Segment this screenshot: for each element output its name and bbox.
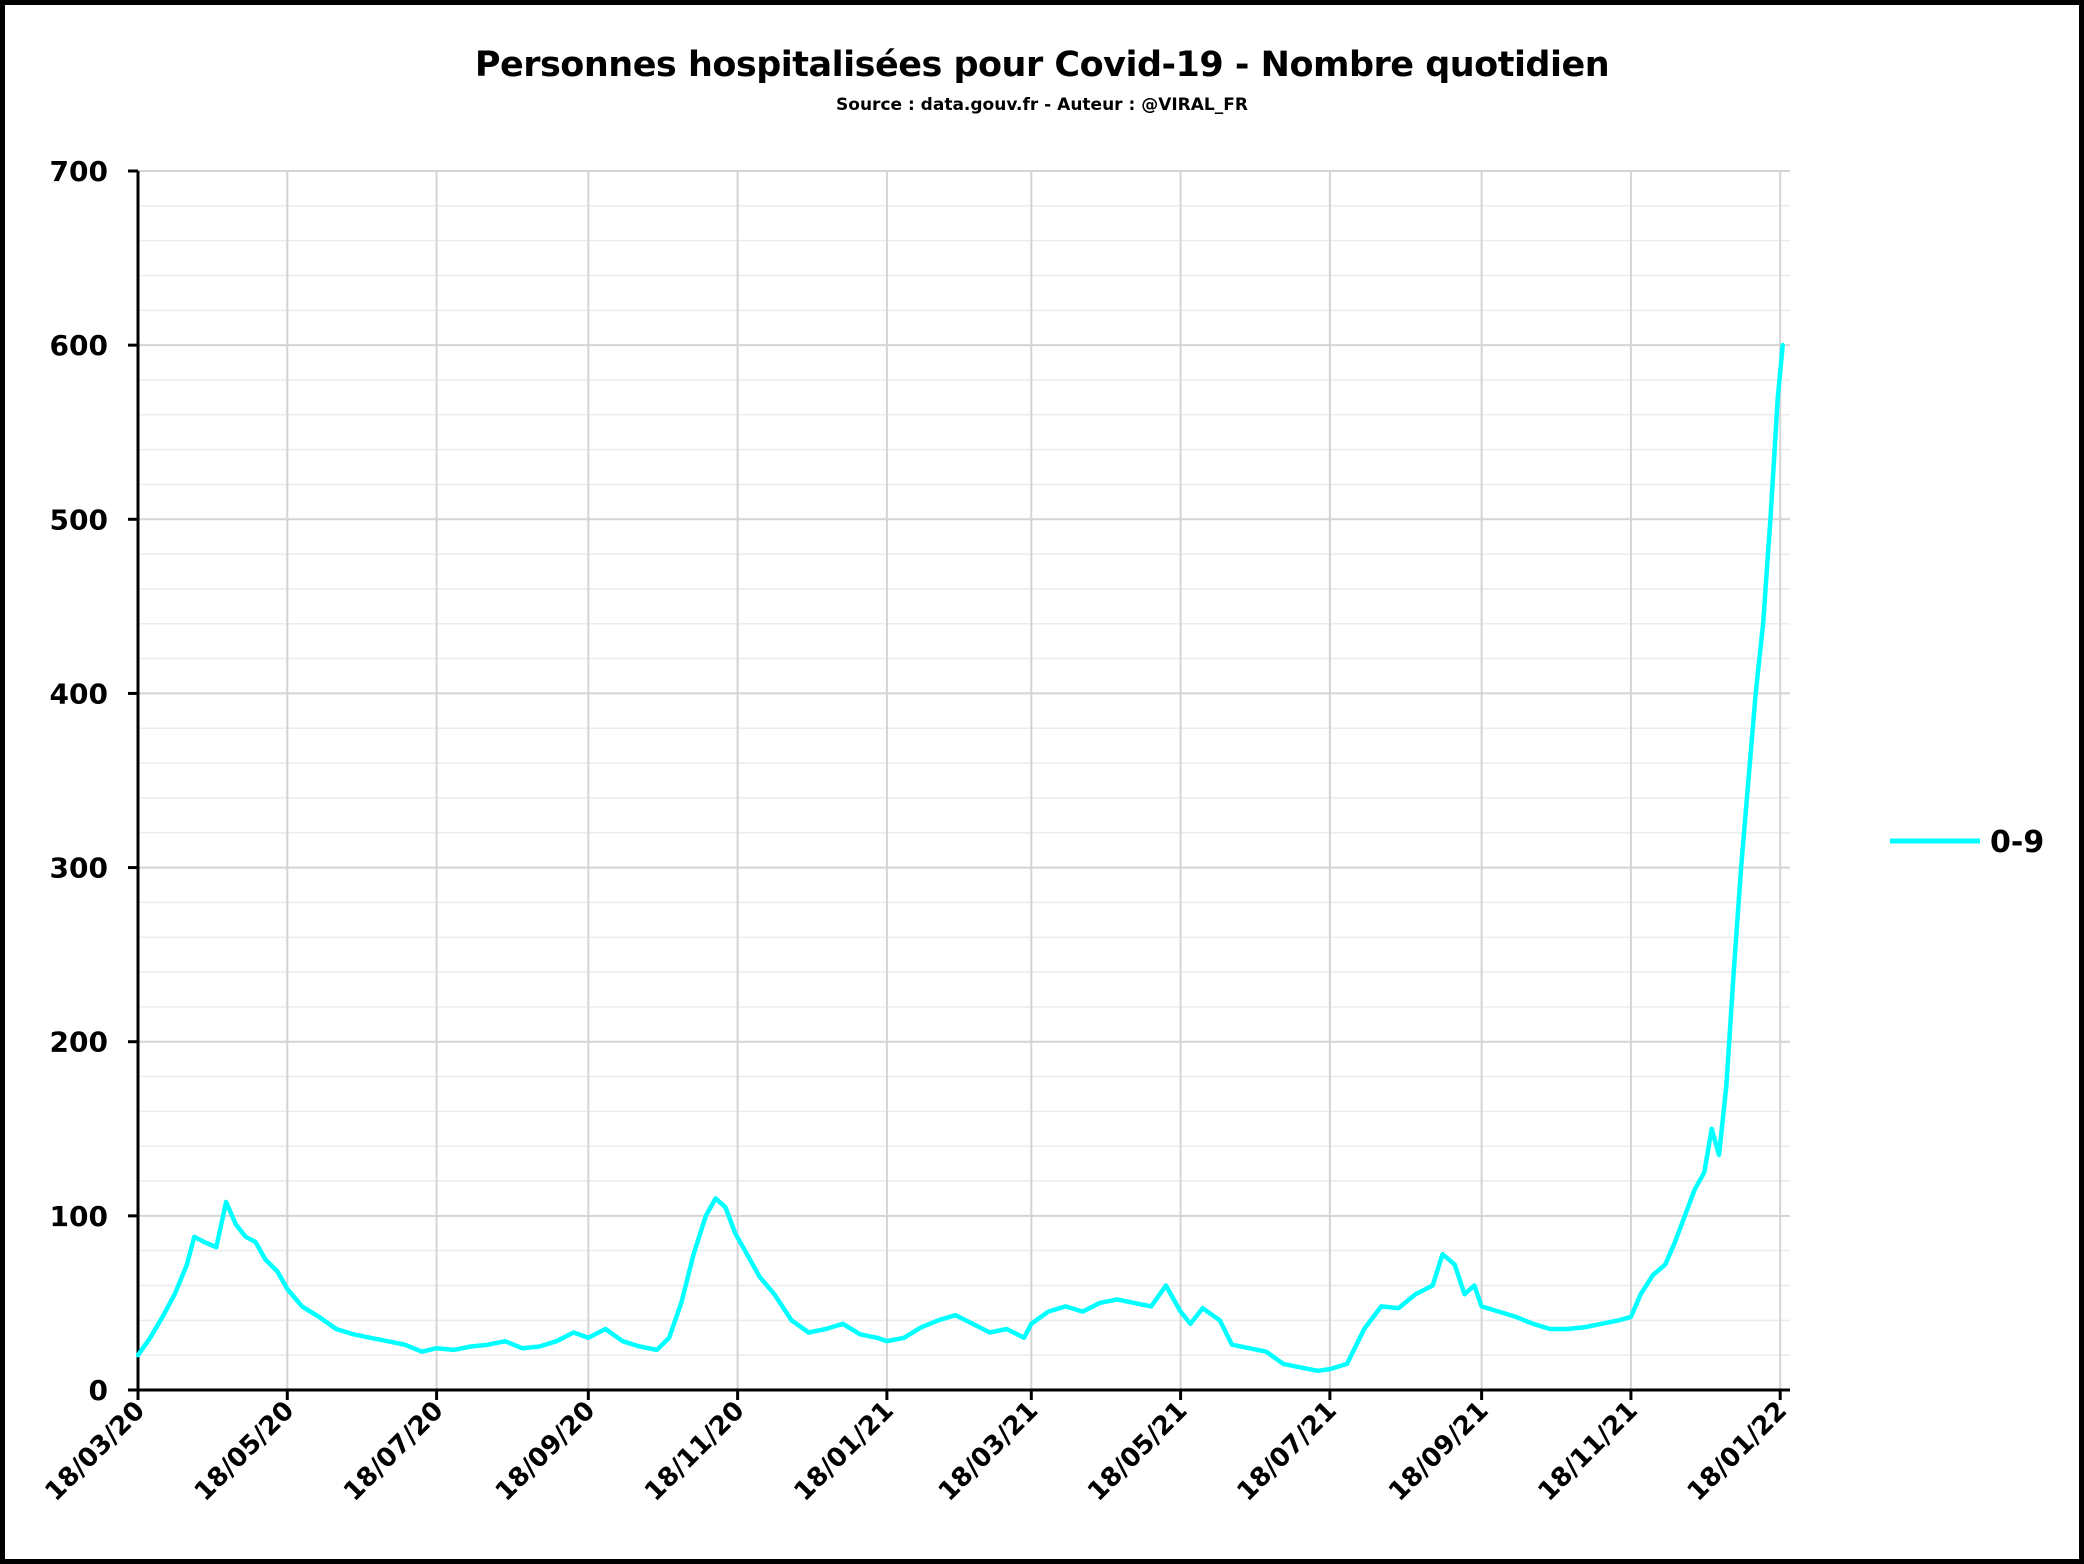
x-tick-label: 18/05/20 — [189, 1396, 300, 1507]
minor-gridlines — [138, 205, 1790, 1356]
y-tick-label: 500 — [50, 503, 108, 536]
legend[interactable]: 0-9 — [1890, 825, 2044, 860]
y-tick-label: 600 — [50, 329, 108, 362]
y-tick-labels: 0 100 200 300 400 500 600 700 — [50, 155, 108, 1407]
y-tick-label: 0 — [89, 1374, 108, 1407]
x-tick-label: 18/07/21 — [1231, 1396, 1342, 1507]
series-line-0-9 — [135, 342, 1785, 1374]
series-lines — [135, 342, 1785, 1374]
x-tick-label: 18/03/21 — [933, 1396, 1044, 1507]
x-tick-label: 18/01/21 — [788, 1396, 899, 1507]
chart-title: Personnes hospitalisées pour Covid-19 - … — [474, 45, 1610, 85]
x-tick-label: 18/07/20 — [338, 1396, 449, 1507]
x-tick-label: 18/11/20 — [639, 1396, 750, 1507]
x-tick-label: 18/01/22 — [1682, 1396, 1793, 1507]
y-tick-label: 200 — [50, 1026, 108, 1059]
x-tick-label: 18/05/21 — [1082, 1396, 1193, 1507]
x-tick-label: 18/09/21 — [1383, 1396, 1494, 1507]
chart-subtitle: Source : data.gouv.fr - Auteur : @VIRAL_… — [836, 95, 1248, 115]
axes — [128, 169, 1790, 1400]
y-tick-label: 400 — [50, 677, 108, 710]
x-tick-labels: 18/03/20 18/05/20 18/07/20 18/09/20 18/11/20… — [40, 1396, 1794, 1507]
y-tick-label: 700 — [50, 155, 108, 188]
x-tick-label: 18/11/21 — [1532, 1396, 1643, 1507]
legend-label: 0-9 — [1990, 825, 2044, 860]
major-gridlines — [138, 170, 1790, 1390]
x-tick-label: 18/03/20 — [40, 1396, 151, 1507]
x-tick-label: 18/09/20 — [490, 1396, 601, 1507]
y-tick-label: 300 — [50, 852, 108, 885]
y-tick-label: 100 — [50, 1200, 108, 1233]
